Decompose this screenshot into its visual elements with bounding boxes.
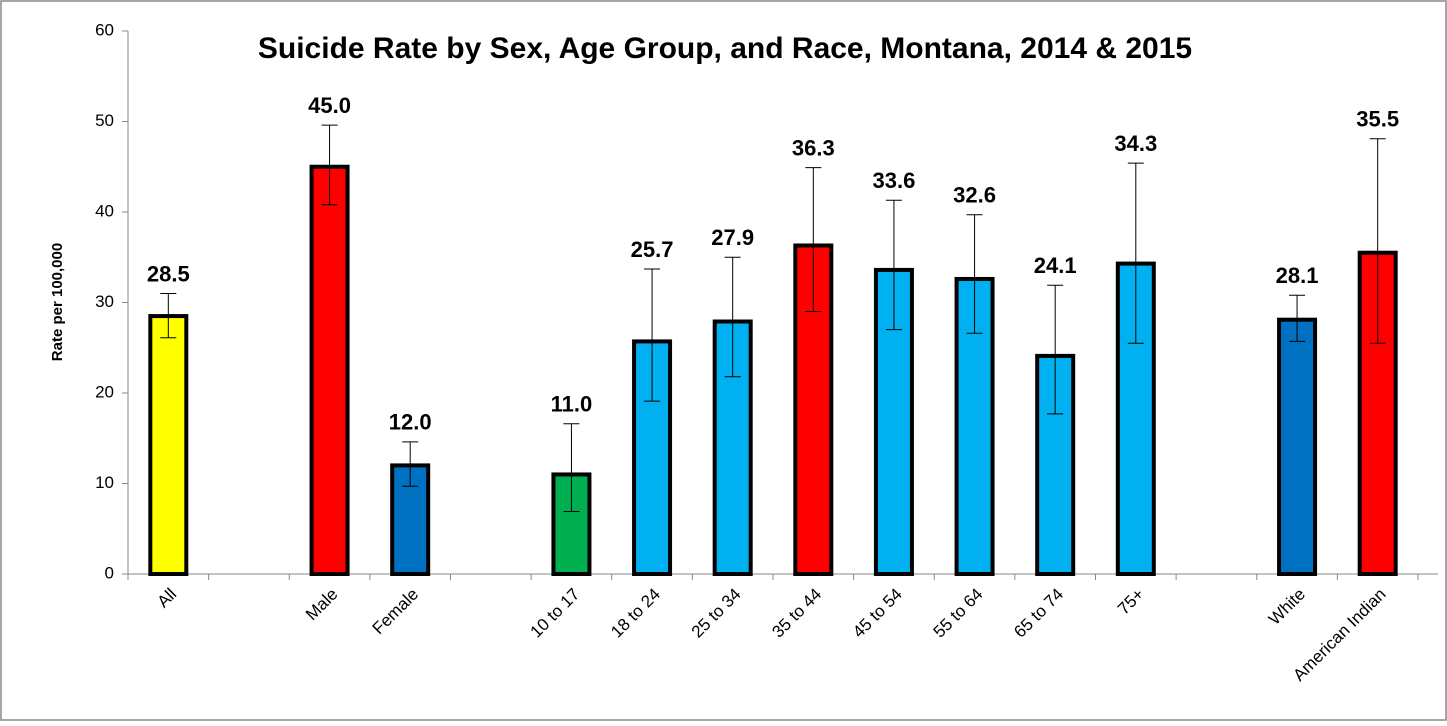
data-label: 35.5 (1356, 107, 1399, 132)
data-label: 11.0 (551, 392, 593, 417)
data-label: 25.7 (631, 237, 674, 262)
data-label: 28.5 (147, 261, 190, 286)
y-tick-label: 40 (95, 201, 114, 220)
y-tick-label: 10 (95, 473, 114, 492)
data-label: 32.6 (953, 183, 996, 208)
y-axis-label: Rate per 100,000 (49, 243, 66, 361)
y-tick-label: 60 (95, 20, 114, 39)
y-tick-label: 20 (95, 382, 114, 401)
y-tick-label: 0 (105, 563, 114, 582)
data-label: 27.9 (711, 225, 754, 250)
bar (1357, 250, 1398, 576)
data-label: 36.3 (792, 135, 835, 160)
chart-title: Suicide Rate by Sex, Age Group, and Race… (258, 32, 1192, 65)
data-label: 34.3 (1114, 131, 1157, 156)
data-label: 45.0 (308, 93, 351, 118)
data-label: 33.6 (873, 168, 916, 193)
y-tick-label: 30 (95, 292, 114, 311)
bar (309, 164, 350, 576)
data-label: 28.1 (1276, 263, 1319, 288)
data-label: 12.0 (389, 410, 432, 435)
data-label: 24.1 (1034, 253, 1077, 278)
bar (1277, 317, 1318, 576)
bar (148, 314, 189, 576)
y-tick-label: 50 (95, 111, 114, 130)
